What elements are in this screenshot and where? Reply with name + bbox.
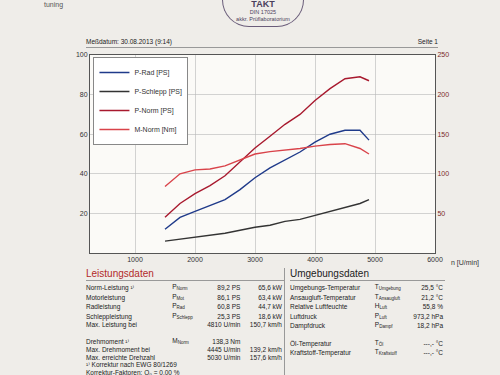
html-text:PNorm: PNorm (172, 283, 188, 291)
html-text:Max. Drehmoment bei: Max. Drehmoment bei (86, 346, 150, 354)
html-text:akkr. Prüflaboratorium: akkr. Prüflaboratorium (236, 16, 290, 22)
svg-text:P-Schlepp [PS]: P-Schlepp [PS] (134, 88, 182, 96)
html-text:25,3 PS: 25,3 PS (217, 312, 241, 320)
html-text:63,4 kW: 63,4 kW (258, 293, 282, 301)
html-text:60,8 PS: 60,8 PS (217, 303, 241, 311)
html-text:PRad: PRad (172, 302, 185, 311)
html-text:tuning: tuning (44, 1, 64, 8)
html-text:PSchlepp: PSchlepp (172, 311, 193, 320)
html-text:Meßdatum: 30.08.2013 (9:14): Meßdatum: 30.08.2013 (9:14) (86, 38, 172, 45)
svg-text:M-Norm [Nm]: M-Norm [Nm] (134, 126, 176, 134)
html-text:Kraftstoff-Temperatur: Kraftstoff-Temperatur (290, 349, 351, 357)
html-text:---,- °C: ---,- °C (423, 339, 443, 347)
html-text:Motorleistung: Motorleistung (86, 293, 125, 301)
html-text:MNorm: MNorm (172, 336, 189, 345)
html-text:Max. erreichte Drehzahl: Max. erreichte Drehzahl (86, 353, 155, 361)
html-text:Ansaugluft-Temperatur: Ansaugluft-Temperatur (290, 293, 356, 301)
html-text:Norm-Leistung ¹⁾: Norm-Leistung ¹⁾ (86, 284, 135, 291)
svg-text:5000: 5000 (367, 256, 383, 263)
html-text:138,3 Nm: 138,3 Nm (212, 337, 241, 345)
html-text:Umgebungs-Temperatur: Umgebungs-Temperatur (290, 284, 361, 291)
html-text:TAKT: TAKT (251, 0, 275, 9)
html-text:139,2 km/h: 139,2 km/h (249, 346, 282, 354)
html-text:PMot: PMot (172, 292, 185, 301)
html-text:DIN 17025: DIN 17025 (249, 9, 277, 15)
html-text:157,6 km/h: 157,6 km/h (249, 353, 282, 361)
svg-text:80: 80 (80, 91, 88, 98)
svg-text:50: 50 (437, 210, 445, 217)
html-text:Drehmoment ¹⁾: Drehmoment ¹⁾ (86, 337, 130, 345)
svg-text:250: 250 (437, 51, 449, 58)
svg-text:1000: 1000 (127, 256, 143, 263)
svg-text:200: 200 (437, 91, 449, 98)
html-text:25,5 °C: 25,5 °C (421, 284, 443, 291)
svg-text:2000: 2000 (187, 256, 203, 263)
html-text:21,2 °C: 21,2 °C (421, 293, 443, 301)
html-text:Umgebungsdaten: Umgebungsdaten (290, 268, 369, 279)
html-text:18,2 hPa: 18,2 hPa (417, 322, 443, 330)
html-text:Luftdruck: Luftdruck (290, 312, 317, 320)
html-text:Leistungsdaten: Leistungsdaten (86, 268, 154, 279)
html-text:Dampfdruck: Dampfdruck (290, 322, 325, 330)
html-text:PDampf: PDampf (374, 321, 393, 330)
html-text:44,7 kW: 44,7 kW (258, 303, 282, 311)
html-text:TUmgebung: TUmgebung (374, 283, 401, 291)
html-text:Radleistung: Radleistung (86, 303, 121, 311)
html-text:4445 U/min: 4445 U/min (207, 346, 241, 354)
svg-text:20: 20 (80, 210, 88, 217)
html-text:PLuft: PLuft (374, 311, 387, 320)
svg-text:n [U/min]: n [U/min] (451, 259, 479, 267)
html-text:973,2 hPa: 973,2 hPa (413, 312, 443, 320)
html-text:Max. Leistung bei: Max. Leistung bei (86, 321, 137, 329)
html-text:150,7 km/h: 150,7 km/h (249, 321, 282, 329)
html-text:5030 U/min: 5030 U/min (207, 353, 241, 361)
html-text:Relative Luftfeuchte: Relative Luftfeuchte (290, 303, 348, 311)
svg-text:150: 150 (437, 131, 449, 138)
html-text:TÖl: TÖl (374, 338, 384, 347)
html-text:55,8 %: 55,8 % (422, 303, 443, 311)
html-text:89,2 PS: 89,2 PS (217, 284, 241, 291)
svg-text:3000: 3000 (247, 256, 263, 263)
html-text:HLuft: HLuft (374, 302, 387, 311)
html-text:Schleppleistung: Schleppleistung (86, 312, 132, 320)
html-text:Seite 1: Seite 1 (417, 38, 438, 45)
svg-text:6000: 6000 (427, 256, 443, 263)
svg-text:40: 40 (80, 170, 88, 177)
svg-text:4000: 4000 (307, 256, 323, 263)
html-text:18,6 kW: 18,6 kW (258, 312, 282, 320)
html-text:TKraftstoff: TKraftstoff (374, 348, 397, 357)
html-text:---,- °C: ---,- °C (423, 349, 443, 357)
html-text:65,6 kW: 65,6 kW (258, 284, 282, 291)
svg-text:P-Rad [PS]: P-Rad [PS] (134, 69, 169, 77)
svg-text:P-Norm [PS]: P-Norm [PS] (134, 107, 173, 115)
html-text:¹⁾ Korrektur nach EWG 80/1269: ¹⁾ Korrektur nach EWG 80/1269 (86, 361, 177, 369)
html-text:4810 U/min: 4810 U/min (207, 321, 241, 329)
svg-text:100: 100 (437, 170, 449, 177)
html-text:Korrektur-Faktoren: Q₀ = 0,00: Korrektur-Faktoren: Q₀ = 0,00 % (86, 368, 180, 375)
svg-text:60: 60 (80, 131, 88, 138)
html-text:Öl-Temperatur: Öl-Temperatur (290, 339, 332, 347)
svg-text:100: 100 (76, 51, 88, 58)
html-text:TAnsaugluft: TAnsaugluft (374, 292, 401, 301)
html-text:86,1 PS: 86,1 PS (217, 293, 241, 301)
